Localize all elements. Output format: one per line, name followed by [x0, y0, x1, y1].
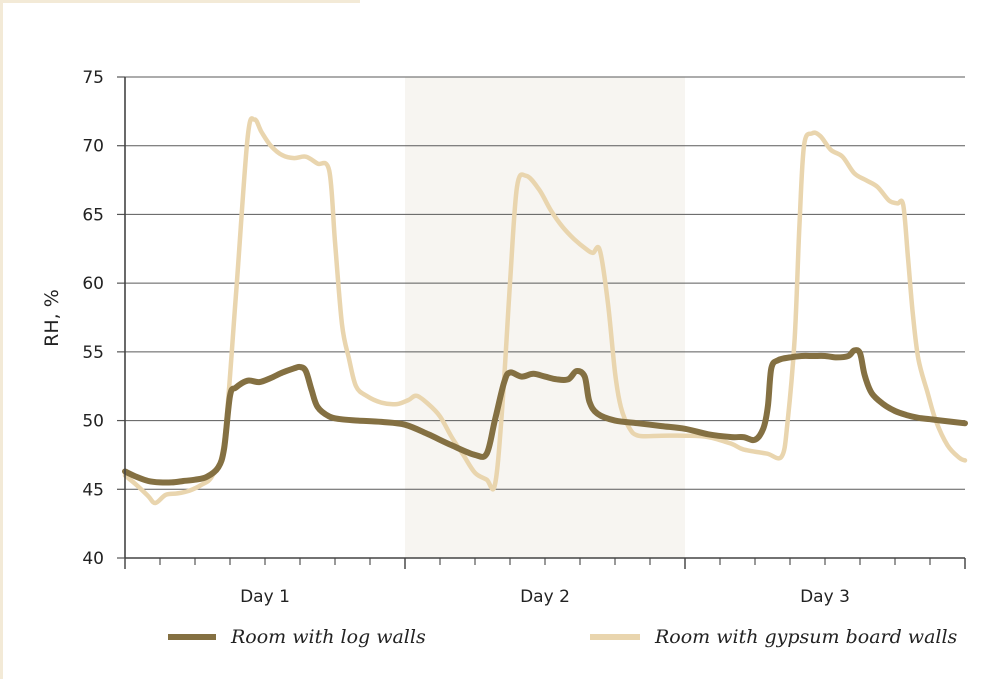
x-tick-label-day-2: Day 2	[520, 587, 570, 607]
grid-lines	[117, 76, 965, 559]
y-tick-label-75: 75	[82, 68, 104, 88]
y-tick-label-40: 40	[82, 549, 104, 569]
y-tick-label-45: 45	[82, 480, 104, 500]
axes	[124, 77, 965, 559]
series-line-gypsum-walls	[122, 116, 968, 506]
y-tick-labels: 40 45 50 55 60 65 70 75	[82, 68, 104, 569]
y-axis-title: RH, %	[41, 289, 63, 347]
series-lines	[122, 116, 968, 506]
y-tick-label-60: 60	[82, 274, 104, 294]
y-tick-label-70: 70	[82, 137, 104, 157]
x-tick-label-day-3: Day 3	[800, 587, 850, 607]
left-decor-band	[0, 0, 3, 679]
x-tick-marks	[124, 558, 966, 569]
y-tick-label-55: 55	[82, 343, 104, 363]
legend-label-gypsum-walls: Room with gypsum board walls	[654, 626, 958, 648]
y-tick-label-50: 50	[82, 412, 104, 432]
x-tick-labels: Day 1 Day 2 Day 3	[240, 587, 850, 607]
y-tick-label-65: 65	[82, 205, 104, 225]
x-tick-label-day-1: Day 1	[240, 587, 290, 607]
legend-label-log-walls: Room with log walls	[230, 626, 426, 648]
top-left-decor-band	[0, 0, 360, 3]
legend: Room with log walls Room with gypsum boa…	[168, 626, 958, 648]
shaded-day-band	[405, 77, 685, 558]
series-line-log-walls	[122, 347, 968, 486]
